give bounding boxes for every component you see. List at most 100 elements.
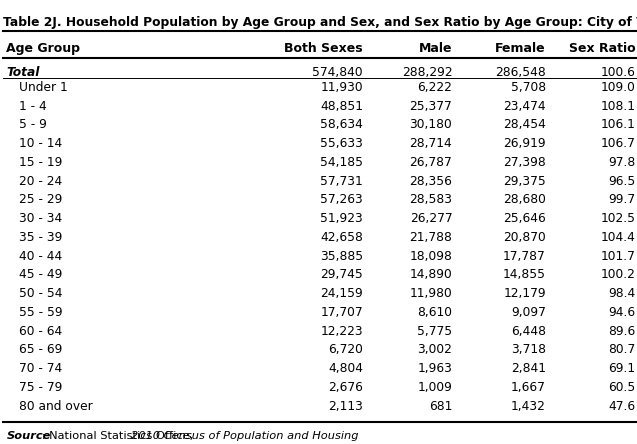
Text: 26,787: 26,787 <box>410 156 452 169</box>
Text: 1,963: 1,963 <box>417 362 452 375</box>
Text: 70 - 74: 70 - 74 <box>19 362 62 375</box>
Text: 6,448: 6,448 <box>511 325 546 337</box>
Text: Table 2J. Household Population by Age Group and Sex, and Sex Ratio by Age Group:: Table 2J. Household Population by Age Gr… <box>3 16 637 28</box>
Text: 6,222: 6,222 <box>417 81 452 94</box>
Text: 106.7: 106.7 <box>601 137 636 150</box>
Text: 100.6: 100.6 <box>601 66 636 79</box>
Text: 57,731: 57,731 <box>320 174 363 187</box>
Text: 14,855: 14,855 <box>503 268 546 281</box>
Text: 89.6: 89.6 <box>608 325 636 337</box>
Text: 286,548: 286,548 <box>495 66 546 79</box>
Text: 1 - 4: 1 - 4 <box>19 99 47 113</box>
Text: 45 - 49: 45 - 49 <box>19 268 62 281</box>
Text: 17,707: 17,707 <box>320 306 363 319</box>
Text: 2,676: 2,676 <box>328 381 363 394</box>
Text: 65 - 69: 65 - 69 <box>19 343 62 356</box>
Text: 97.8: 97.8 <box>608 156 636 169</box>
Text: 1,432: 1,432 <box>511 400 546 412</box>
Text: 5,708: 5,708 <box>511 81 546 94</box>
Text: 3,002: 3,002 <box>417 343 452 356</box>
Text: 51,923: 51,923 <box>320 212 363 225</box>
Text: 60 - 64: 60 - 64 <box>19 325 62 337</box>
Text: 28,454: 28,454 <box>503 118 546 131</box>
Text: Total: Total <box>6 66 40 79</box>
Text: 23,474: 23,474 <box>503 99 546 113</box>
Text: 55 - 59: 55 - 59 <box>19 306 62 319</box>
Text: 94.6: 94.6 <box>608 306 636 319</box>
Text: 2,113: 2,113 <box>328 400 363 412</box>
Text: 11,930: 11,930 <box>320 81 363 94</box>
Text: 25,377: 25,377 <box>410 99 452 113</box>
Text: 60.5: 60.5 <box>608 381 636 394</box>
Text: 2,841: 2,841 <box>511 362 546 375</box>
Text: 102.5: 102.5 <box>601 212 636 225</box>
Text: 35,885: 35,885 <box>320 250 363 262</box>
Text: 20 - 24: 20 - 24 <box>19 174 62 187</box>
Text: 18,098: 18,098 <box>410 250 452 262</box>
Text: 28,680: 28,680 <box>503 193 546 206</box>
Text: 108.1: 108.1 <box>601 99 636 113</box>
Text: 80.7: 80.7 <box>608 343 636 356</box>
Text: 6,720: 6,720 <box>328 343 363 356</box>
Text: 48,851: 48,851 <box>320 99 363 113</box>
Text: 15 - 19: 15 - 19 <box>19 156 62 169</box>
Text: 11,980: 11,980 <box>410 287 452 300</box>
Text: 28,356: 28,356 <box>410 174 452 187</box>
Text: 80 and over: 80 and over <box>19 400 93 412</box>
Text: 12,179: 12,179 <box>503 287 546 300</box>
Text: Sex Ratio: Sex Ratio <box>569 42 636 55</box>
Text: 28,714: 28,714 <box>410 137 452 150</box>
Text: Both Sexes: Both Sexes <box>285 42 363 55</box>
Text: 29,745: 29,745 <box>320 268 363 281</box>
Text: 42,658: 42,658 <box>320 231 363 244</box>
Text: 101.7: 101.7 <box>601 250 636 262</box>
Text: 26,919: 26,919 <box>503 137 546 150</box>
Text: Under 1: Under 1 <box>19 81 68 94</box>
Text: 50 - 54: 50 - 54 <box>19 287 62 300</box>
Text: 8,610: 8,610 <box>417 306 452 319</box>
Text: 30 - 34: 30 - 34 <box>19 212 62 225</box>
Text: 57,263: 57,263 <box>320 193 363 206</box>
Text: 14,890: 14,890 <box>410 268 452 281</box>
Text: Female: Female <box>496 42 546 55</box>
Text: 55,633: 55,633 <box>320 137 363 150</box>
Text: 106.1: 106.1 <box>601 118 636 131</box>
Text: 28,583: 28,583 <box>409 193 452 206</box>
Text: 58,634: 58,634 <box>320 118 363 131</box>
Text: 10 - 14: 10 - 14 <box>19 137 62 150</box>
Text: 27,398: 27,398 <box>503 156 546 169</box>
Text: 25,646: 25,646 <box>503 212 546 225</box>
Text: 5 - 9: 5 - 9 <box>19 118 47 131</box>
Text: 21,788: 21,788 <box>410 231 452 244</box>
Text: 75 - 79: 75 - 79 <box>19 381 62 394</box>
Text: 681: 681 <box>429 400 452 412</box>
Text: 1,667: 1,667 <box>511 381 546 394</box>
Text: 574,840: 574,840 <box>313 66 363 79</box>
Text: 99.7: 99.7 <box>608 193 636 206</box>
Text: 25 - 29: 25 - 29 <box>19 193 62 206</box>
Text: 35 - 39: 35 - 39 <box>19 231 62 244</box>
Text: : National Statistics Office,: : National Statistics Office, <box>38 431 197 441</box>
Text: 30,180: 30,180 <box>410 118 452 131</box>
Text: 2010 Census of Population and Housing: 2010 Census of Population and Housing <box>131 431 358 441</box>
Text: Source: Source <box>6 431 51 441</box>
Text: 96.5: 96.5 <box>608 174 636 187</box>
Text: 4,804: 4,804 <box>328 362 363 375</box>
Text: 47.6: 47.6 <box>608 400 636 412</box>
Text: 288,292: 288,292 <box>402 66 452 79</box>
Text: 40 - 44: 40 - 44 <box>19 250 62 262</box>
Text: 3,718: 3,718 <box>511 343 546 356</box>
Text: 104.4: 104.4 <box>601 231 636 244</box>
Text: 12,223: 12,223 <box>320 325 363 337</box>
Text: 29,375: 29,375 <box>503 174 546 187</box>
Text: 100.2: 100.2 <box>601 268 636 281</box>
Text: Age Group: Age Group <box>6 42 80 55</box>
Text: 69.1: 69.1 <box>608 362 636 375</box>
Text: 54,185: 54,185 <box>320 156 363 169</box>
Text: 109.0: 109.0 <box>601 81 636 94</box>
Text: Male: Male <box>419 42 452 55</box>
Text: 24,159: 24,159 <box>320 287 363 300</box>
Text: 26,277: 26,277 <box>410 212 452 225</box>
Text: 98.4: 98.4 <box>608 287 636 300</box>
Text: 9,097: 9,097 <box>511 306 546 319</box>
